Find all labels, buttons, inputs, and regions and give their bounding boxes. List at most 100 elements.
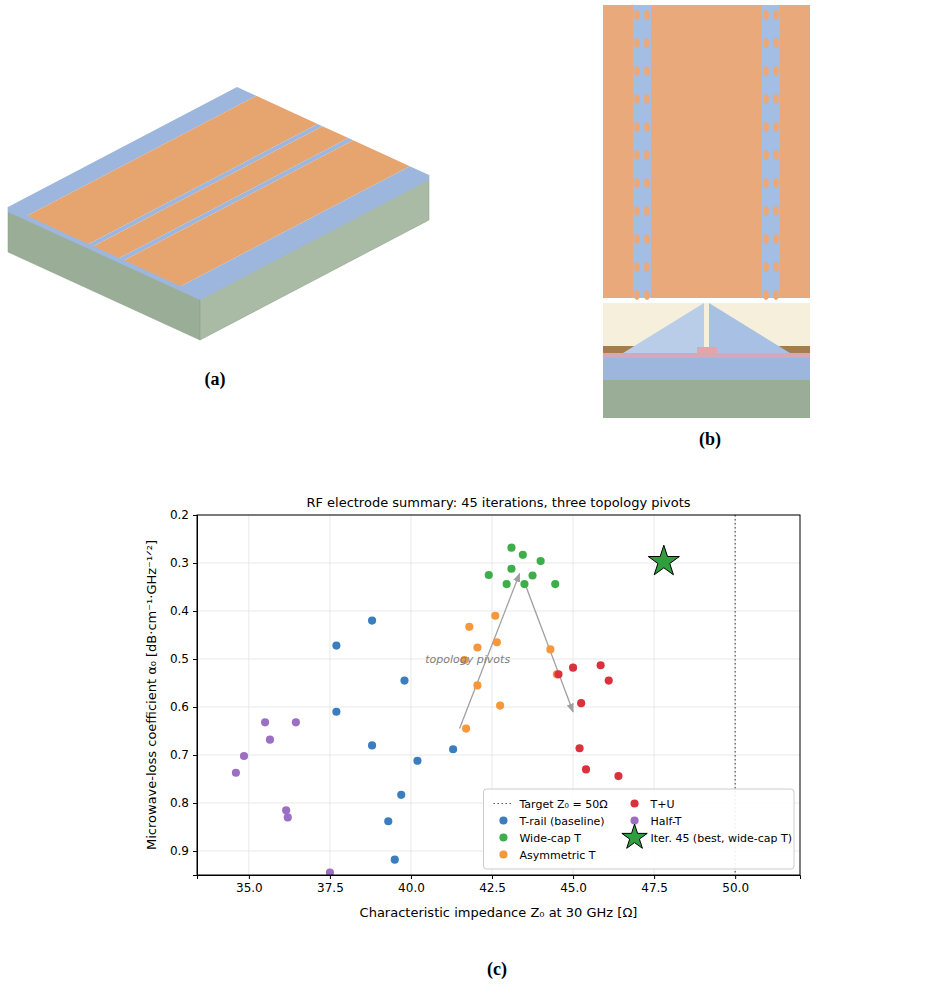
t-rail-cap (644, 178, 650, 188)
x-tick: 47.5 (641, 875, 668, 895)
grid-line-x (248, 515, 249, 875)
t-rail-cap (773, 234, 779, 244)
section-right-wedge (709, 303, 790, 353)
top-view-metal (603, 5, 810, 298)
y-tick: 0.9 (170, 844, 197, 858)
t-rail-cap (644, 94, 650, 104)
legend-swatch (630, 799, 638, 807)
y-axis-line (193, 516, 198, 876)
scatter-point (266, 736, 274, 744)
grid-line-y (197, 755, 800, 756)
legend-entry: Iter. 45 (best, wide-cap T) (622, 824, 792, 848)
x-tick-mark (654, 875, 655, 879)
figure: (a)(b)(c)topology pivots35.037.540.042.5… (0, 0, 939, 1003)
legend: Target Z₀ = 50Ω T-rail (baseline) Wide-cap… (483, 789, 794, 869)
scatter-point (493, 638, 501, 646)
legend-entry: Target Z₀ = 50Ω (493, 798, 607, 811)
x-axis: 35.037.540.042.545.047.550.0 (198, 875, 801, 895)
x-tick-label: 50.0 (722, 881, 749, 895)
x-tick: 35.0 (236, 875, 263, 895)
t-rail-cap (763, 66, 769, 76)
pivot-arrow (524, 582, 573, 712)
x-axis-title: Characteristic impedance Z₀ at 30 GHz [Ω… (360, 905, 638, 920)
scatter-point (384, 817, 392, 825)
scatter-point (575, 744, 583, 752)
x-tick-mark (573, 875, 574, 879)
scatter-point (491, 612, 499, 620)
t-rail-cap (773, 122, 779, 132)
t-rail-cap (634, 150, 640, 160)
y-tick-mark (193, 851, 197, 852)
t-rail-cap (763, 262, 769, 272)
y-tick-mark (193, 755, 197, 756)
y-tick-label: 0.6 (170, 700, 189, 714)
pivot-arrow (460, 574, 520, 729)
scatter-point (582, 765, 590, 773)
t-rail-cap (644, 206, 650, 216)
panel-a-render (8, 87, 429, 340)
y-tick-mark (193, 563, 197, 564)
t-rail-cap (763, 234, 769, 244)
scatter-point (537, 557, 545, 565)
x-tick-mark (735, 875, 736, 879)
scatter-point (413, 757, 421, 765)
t-rail-cap (773, 262, 779, 272)
scatter-point (473, 681, 481, 689)
t-rail-cap (634, 234, 640, 244)
y-tick: 0.7 (170, 748, 197, 762)
t-rail-cap (644, 290, 650, 300)
t-rail-cap (773, 94, 779, 104)
panel-b-render (603, 5, 810, 418)
t-rail-cap (634, 262, 640, 272)
x-tick-label: 40.0 (398, 881, 425, 895)
y-tick-label: 0.4 (170, 604, 189, 618)
t-rail-cap (644, 10, 650, 20)
annotation: topology pivots (425, 653, 510, 666)
scatter-point (597, 661, 605, 669)
section-film (603, 353, 810, 358)
t-rail-cap (644, 122, 650, 132)
y-tick-mark (193, 707, 197, 708)
y-tick-label: 0.5 (170, 652, 189, 666)
legend-entry: Asymmetric T (499, 849, 595, 862)
t-rail-cap (763, 178, 769, 188)
y-tick: 0.5 (170, 652, 197, 666)
t-rail-cap (763, 290, 769, 300)
grid (197, 515, 800, 875)
scatter-point (332, 641, 340, 649)
y-axis: 0.20.30.40.50.60.70.80.9 (170, 508, 198, 875)
legend-entry: Half-T (630, 815, 681, 828)
chart-title: RF electrode summary: 45 iterations, thr… (306, 495, 690, 510)
top-view-gap (633, 5, 651, 298)
scatter-point (503, 580, 511, 588)
t-rail-cap (763, 122, 769, 132)
t-rail-cap (773, 150, 779, 160)
scatter-point (519, 551, 527, 559)
t-rail-cap (773, 10, 779, 20)
x-tick-label: 35.0 (236, 881, 263, 895)
scatter-point (485, 571, 493, 579)
t-rail-cap (634, 10, 640, 20)
legend-label: Asymmetric T (519, 849, 595, 862)
cladding-strip (181, 166, 429, 295)
t-rail-cap (634, 178, 640, 188)
scatter-point (554, 670, 562, 678)
y-tick-label: 0.8 (170, 796, 189, 810)
scatter-point (528, 571, 536, 579)
x-tick: 50.0 (722, 875, 749, 895)
section-left-wedge (623, 303, 704, 353)
x-tick-label: 47.5 (641, 881, 668, 895)
scatter-point (614, 772, 622, 780)
t-rail-cap (773, 38, 779, 48)
legend-label: Wide-cap T (519, 832, 581, 845)
t-rail-cap (644, 66, 650, 76)
panel-label: (c) (487, 959, 507, 980)
x-tick-mark (249, 875, 250, 879)
legend-swatch (622, 824, 647, 848)
legend-swatch (499, 833, 507, 841)
scatter-point (569, 664, 577, 672)
y-tick-label: 0.3 (170, 556, 189, 570)
t-rail-cap (763, 10, 769, 20)
legend-label: Iter. 45 (best, wide-cap T) (651, 832, 792, 845)
legend-label: T-rail (baseline) (518, 815, 604, 828)
